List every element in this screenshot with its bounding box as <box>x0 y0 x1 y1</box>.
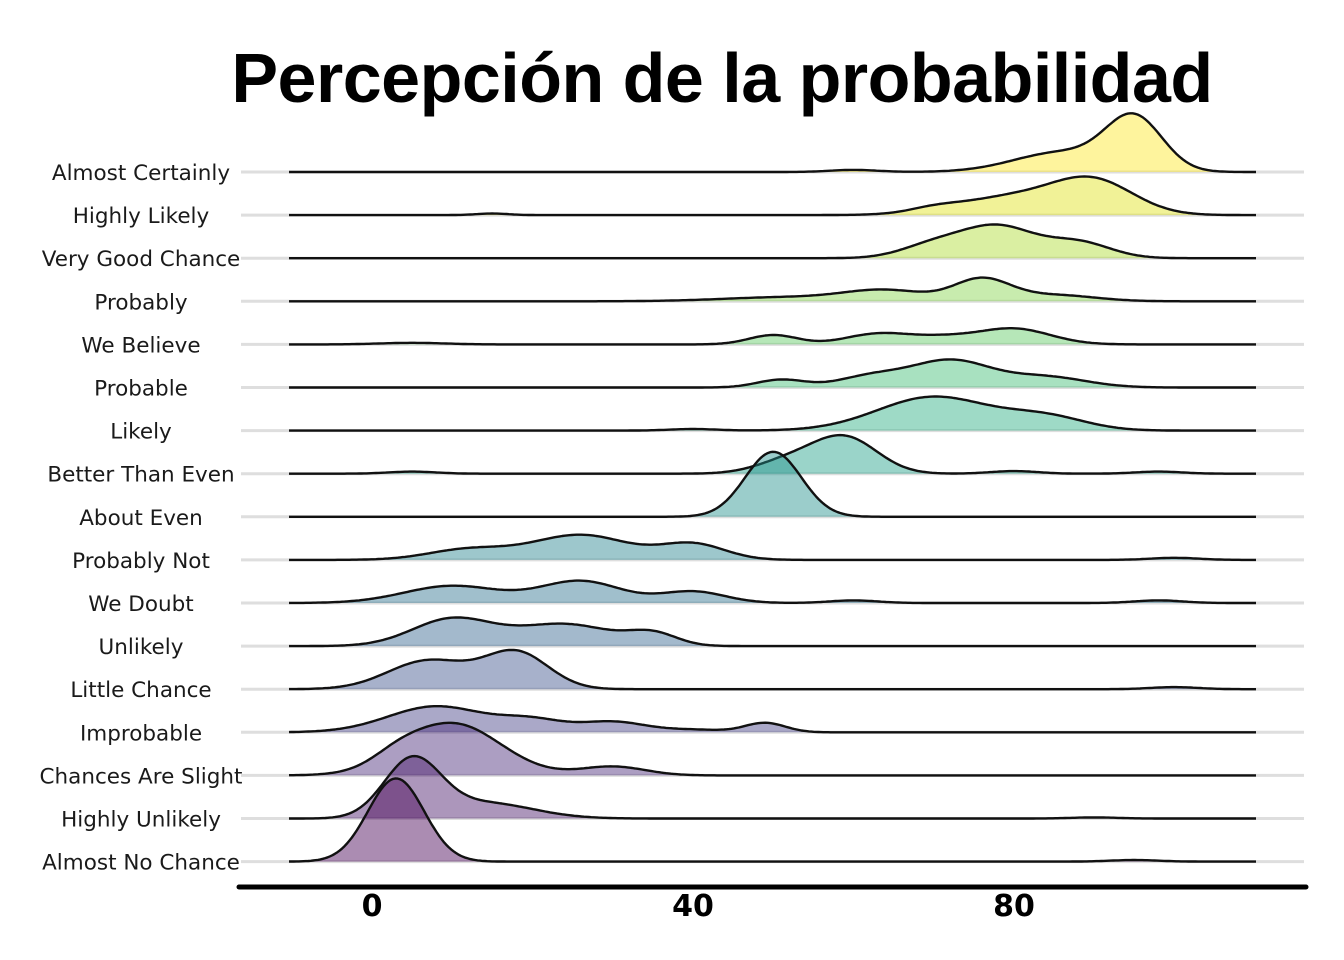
y-tick-label: Highly Unlikely <box>61 808 221 833</box>
ridge-line <box>289 616 1256 648</box>
ridge-probably <box>289 276 1256 303</box>
ridge-area <box>289 176 1256 216</box>
ridge-highly-likely <box>289 175 1256 217</box>
ridge-probably-not <box>289 533 1256 562</box>
y-tick-label: Almost Certainly <box>52 161 231 186</box>
ridge-likely <box>289 395 1256 432</box>
y-tick-label: Improbable <box>80 721 202 746</box>
ridge-almost-certainly <box>289 112 1256 174</box>
y-tick-label: We Doubt <box>88 592 193 617</box>
y-tick-label: Probable <box>94 377 188 402</box>
ridge-line <box>289 777 1256 863</box>
ridge-line <box>289 579 1256 605</box>
ridge-line <box>289 648 1256 691</box>
ridge-area <box>289 113 1256 172</box>
y-tick-label: Probably <box>94 290 188 315</box>
ridge-we-doubt <box>289 579 1256 605</box>
ridge-area <box>289 534 1256 560</box>
ridge-area <box>289 580 1256 603</box>
ridge-line <box>289 223 1256 260</box>
y-tick-label: Little Chance <box>70 678 211 703</box>
ridge-little-chance <box>289 648 1256 691</box>
ridge-almost-no-chance <box>289 777 1256 863</box>
y-tick-label: Very Good Chance <box>42 247 241 272</box>
y-tick-label: Almost No Chance <box>42 851 240 876</box>
ridge-area <box>289 435 1256 474</box>
ridge-unlikely <box>289 616 1256 648</box>
ridge-area <box>289 224 1256 259</box>
y-tick-label: Highly Likely <box>73 204 210 229</box>
ridge-highly-unlikely <box>289 754 1256 820</box>
y-tick-label: About Even <box>79 506 203 531</box>
ridge-chances-are-slight <box>289 721 1256 777</box>
ridge-area <box>289 396 1256 431</box>
ridge-better-than-even <box>289 433 1256 475</box>
ridge-area <box>289 778 1256 862</box>
ridge-about-even <box>289 450 1256 518</box>
ridge-line <box>289 358 1256 389</box>
ridge-line <box>289 533 1256 562</box>
ridge-line <box>289 276 1256 303</box>
ridge-probable <box>289 358 1256 389</box>
x-tick-label: 40 <box>672 889 714 924</box>
ridge-line <box>289 175 1256 217</box>
ridge-area <box>289 706 1256 733</box>
x-tick-label: 0 <box>362 889 383 924</box>
y-tick-label: Probably Not <box>72 549 210 574</box>
y-tick-label: Better Than Even <box>47 463 234 488</box>
ridge-we-believe <box>289 327 1256 346</box>
ridge-area <box>289 617 1256 647</box>
ridge-line <box>289 395 1256 432</box>
ridge-line <box>289 754 1256 820</box>
ridge-line <box>289 327 1256 346</box>
ridge-area <box>289 756 1256 819</box>
ridge-area <box>289 649 1256 690</box>
ridge-very-good-chance <box>289 223 1256 260</box>
ridge-line <box>288 705 1256 734</box>
ridge-area <box>289 328 1256 345</box>
y-tick-label: Likely <box>110 420 172 445</box>
ridge-area <box>289 451 1256 517</box>
y-tick-label: We Believe <box>81 333 200 358</box>
ridge-area <box>289 359 1256 388</box>
chart-title: Percepción de la probabilidad <box>231 39 1213 117</box>
ridge-line <box>289 450 1256 518</box>
x-tick-label: 80 <box>993 889 1035 924</box>
ridge-line <box>289 433 1256 475</box>
ridges <box>288 112 1256 863</box>
y-tick-label: Chances Are Slight <box>40 764 243 789</box>
ridge-improbable <box>288 705 1256 734</box>
ridge-line <box>289 721 1256 777</box>
ridge-line <box>289 112 1256 174</box>
y-tick-label: Unlikely <box>99 635 184 660</box>
ridge-area <box>289 277 1256 302</box>
